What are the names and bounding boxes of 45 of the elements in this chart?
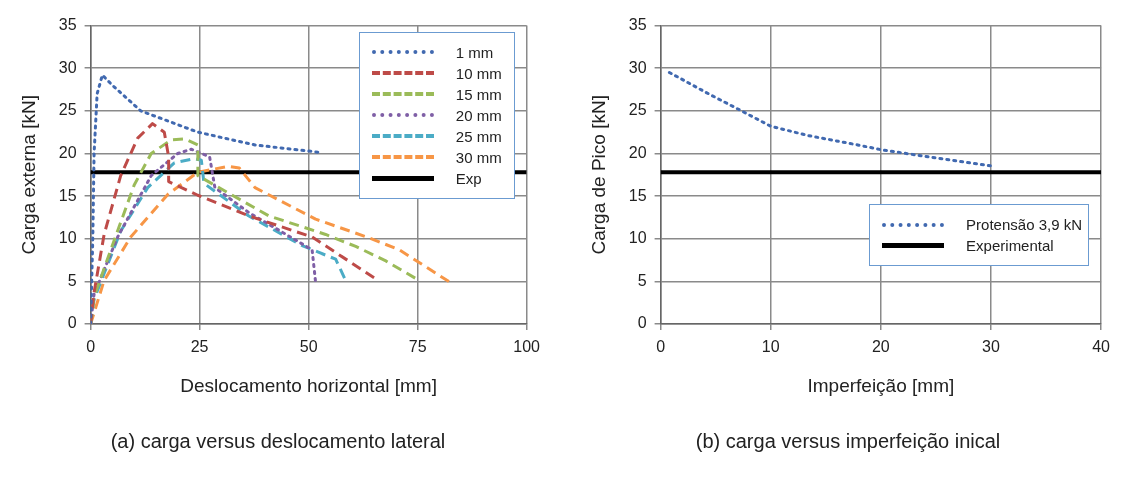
- line-series: [90, 122, 378, 324]
- x-tick-label: 50: [299, 338, 318, 356]
- x-tick-label: 100: [513, 338, 541, 356]
- legend-label: 10 mm: [455, 63, 502, 83]
- line-series: [667, 70, 995, 168]
- x-tick-label: 75: [408, 338, 427, 356]
- y-tick-label: 30: [628, 58, 647, 76]
- legend-label: Exp: [455, 168, 482, 188]
- y-tick-label: 10: [628, 229, 647, 247]
- text: (a) carga versus deslocamento lateral: [109, 430, 447, 453]
- y-tick-label: 10: [58, 229, 77, 247]
- y-tick-label: 15: [58, 186, 77, 204]
- legend-label: 15 mm: [455, 84, 502, 104]
- x-axis-title: Deslocamento horizontal [mm]: [180, 374, 437, 396]
- x-tick-label: 0: [656, 338, 666, 356]
- legend-label: Experimental: [966, 236, 1054, 255]
- y-tick-label: 20: [58, 143, 77, 161]
- y-tick-label: 5: [637, 271, 647, 289]
- y-tick-label: 15: [628, 186, 647, 204]
- legend-label: Protensão 3,9 kN: [966, 215, 1083, 234]
- y-tick-label: 0: [637, 314, 647, 332]
- line-series: [90, 164, 452, 324]
- y-tick-label: 20: [628, 143, 647, 161]
- legend-label: 25 mm: [455, 126, 502, 146]
- x-tick-label: 40: [1092, 338, 1111, 356]
- legend-label: 1 mm: [455, 42, 494, 62]
- y-tick-label: 25: [628, 101, 647, 119]
- x-tick-label: 10: [761, 338, 780, 356]
- x-tick-label: 25: [190, 338, 209, 356]
- y-axis-title: Carga externa [kN]: [17, 95, 39, 255]
- y-tick-label: 35: [58, 16, 77, 34]
- text: (b) carga versus imperfeição inical: [694, 430, 1002, 453]
- y-tick-label: 5: [67, 271, 77, 289]
- x-tick-label: 0: [86, 338, 96, 356]
- y-tick-label: 35: [628, 16, 647, 34]
- x-tick-label: 30: [982, 338, 1000, 356]
- y-tick-label: 30: [58, 58, 77, 76]
- y-tick-label: 25: [58, 101, 77, 119]
- legend-label: 30 mm: [455, 147, 502, 167]
- y-axis-title: Carga de Pico [kN]: [587, 95, 609, 255]
- legend-label: 20 mm: [455, 105, 502, 125]
- x-tick-label: 20: [871, 338, 890, 356]
- x-axis-title: Imperfeição [mm]: [807, 374, 955, 396]
- y-tick-label: 0: [67, 314, 77, 332]
- line-series: [90, 137, 418, 324]
